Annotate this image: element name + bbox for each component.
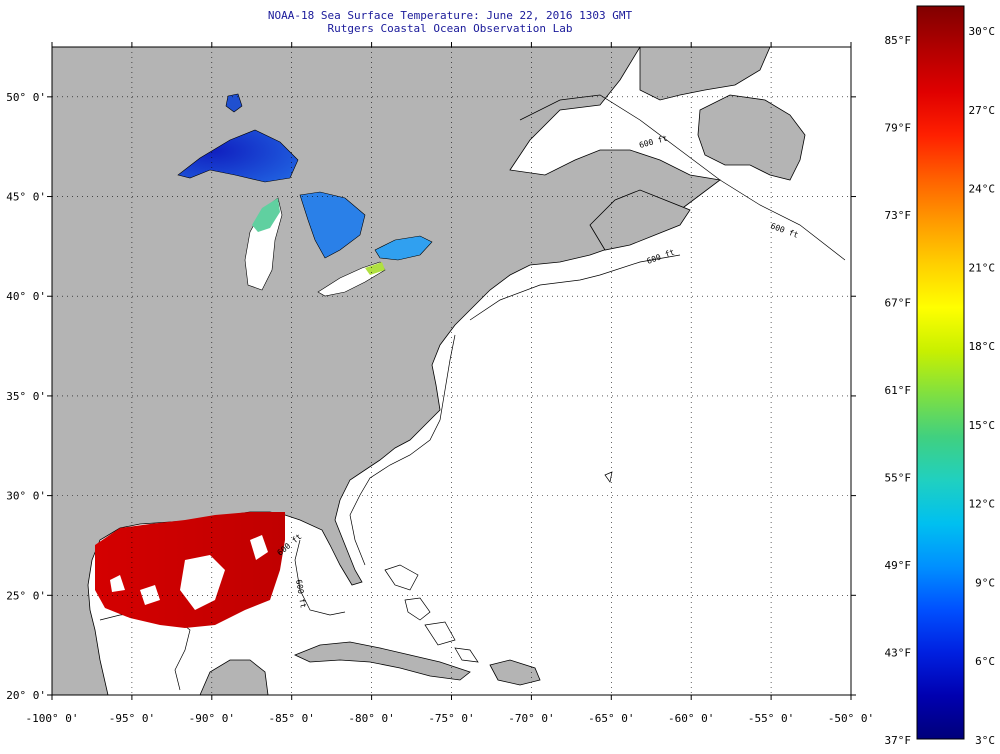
latitude-tick-label: 40° 0' bbox=[6, 290, 46, 303]
colorbar-gradient bbox=[916, 5, 965, 740]
land-cuba bbox=[293, 641, 471, 681]
colorbar-celsius-labels: 30°C 27°C 24°C 21°C 18°C 15°C 12°C 9°C 6°C 3°C bbox=[969, 25, 996, 747]
land-labrador bbox=[639, 46, 771, 101]
colorbar-fahrenheit-label: 43°F bbox=[885, 647, 912, 660]
longitude-tick-label: -55° 0' bbox=[748, 712, 794, 725]
longitude-tick-label: -65° 0' bbox=[588, 712, 634, 725]
colorbar-fahrenheit-label: 67°F bbox=[885, 297, 912, 310]
longitude-tick-label: -100° 0' bbox=[26, 712, 79, 725]
latitude-tick-label: 50° 0' bbox=[6, 91, 46, 104]
graticule-gridlines bbox=[52, 47, 851, 695]
map-panel: 600 ft 600 ft 600 ft 600 ft 600 ft bbox=[51, 46, 852, 696]
longitude-tick-label: -90° 0' bbox=[189, 712, 235, 725]
colorbar-fahrenheit-label: 79°F bbox=[885, 122, 912, 135]
colorbar-celsius-label: 15°C bbox=[969, 419, 996, 432]
colorbar-celsius-label: 27°C bbox=[969, 104, 996, 117]
colorbar-fahrenheit-label: 85°F bbox=[885, 34, 912, 47]
longitude-tick-labels: -100° 0' -95° 0' -90° 0' -85° 0' -80° 0' -75°… bbox=[26, 42, 874, 725]
lake-nipigon bbox=[225, 93, 243, 113]
lake-superior bbox=[177, 129, 299, 183]
colorbar-celsius-label: 6°C bbox=[975, 655, 995, 668]
colorbar-celsius-label: 12°C bbox=[969, 498, 996, 511]
bahamas-outlines bbox=[384, 471, 613, 663]
sst-gulf-gaps bbox=[110, 535, 268, 610]
lake-huron bbox=[299, 191, 366, 259]
shelf-contour-600ft bbox=[294, 94, 846, 616]
land-newfoundland bbox=[697, 94, 806, 181]
longitude-tick-label: -85° 0' bbox=[269, 712, 315, 725]
longitude-tick-label: -75° 0' bbox=[428, 712, 474, 725]
land-hispaniola bbox=[489, 659, 541, 686]
map-title: NOAA-18 Sea Surface Temperature: June 22… bbox=[267, 9, 633, 22]
colorbar-celsius-label: 24°C bbox=[969, 183, 996, 196]
colorbar-celsius-label: 3°C bbox=[975, 734, 995, 747]
colorbar-fahrenheit-label: 55°F bbox=[885, 472, 912, 485]
land-north-america bbox=[51, 46, 721, 696]
colorbar-celsius-label: 21°C bbox=[969, 261, 996, 274]
colorbar-fahrenheit-label: 73°F bbox=[885, 209, 912, 222]
longitude-tick-label: -60° 0' bbox=[668, 712, 714, 725]
lake-ontario bbox=[374, 235, 433, 261]
lake-michigan-sst bbox=[252, 198, 280, 232]
land-nova-scotia bbox=[589, 189, 691, 251]
latitude-tick-label: 45° 0' bbox=[6, 191, 46, 204]
colorbar-fahrenheit-label: 61°F bbox=[885, 384, 912, 397]
colorbar-celsius-label: 18°C bbox=[969, 340, 996, 353]
lake-erie-sst bbox=[365, 262, 385, 275]
map-subtitle: Rutgers Coastal Ocean Observation Lab bbox=[327, 22, 573, 35]
latitude-tick-labels: 50° 0' 45° 0' 40° 0' 35° 0' 30° 0' 25° 0' 20° … bbox=[6, 91, 856, 702]
colorbar-fahrenheit-label: 37°F bbox=[885, 734, 912, 747]
colorbar-fahrenheit-labels: 85°F 79°F 73°F 67°F 61°F 55°F 49°F 43°F 37°F bbox=[885, 34, 912, 747]
latitude-tick-label: 25° 0' bbox=[6, 589, 46, 602]
colorbar-celsius-label: 30°C bbox=[969, 25, 996, 38]
latitude-tick-label: 30° 0' bbox=[6, 490, 46, 503]
longitude-tick-label: -70° 0' bbox=[508, 712, 554, 725]
latitude-tick-label: 20° 0' bbox=[6, 689, 46, 702]
longitude-tick-label: -95° 0' bbox=[109, 712, 155, 725]
longitude-tick-label: -50° 0' bbox=[828, 712, 874, 725]
latitude-tick-label: 35° 0' bbox=[6, 390, 46, 403]
colorbar: 85°F 79°F 73°F 67°F 61°F 55°F 49°F 43°F 37°F 30°… bbox=[885, 5, 996, 747]
longitude-tick-label: -80° 0' bbox=[348, 712, 394, 725]
colorbar-celsius-label: 9°C bbox=[975, 576, 995, 589]
colorbar-fahrenheit-label: 49°F bbox=[885, 559, 912, 572]
